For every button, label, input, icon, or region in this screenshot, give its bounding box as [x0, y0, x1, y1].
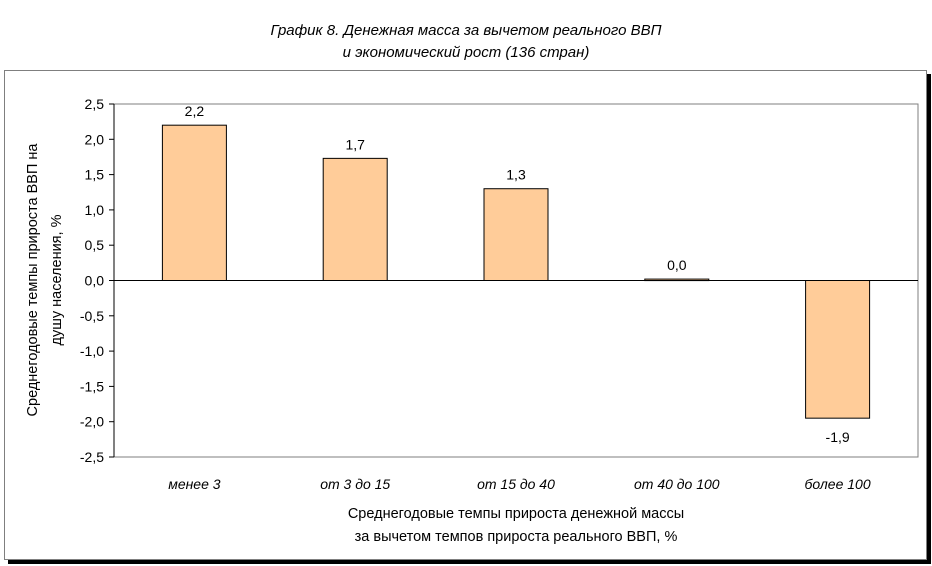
y-tick-label: 1,5 — [85, 167, 105, 183]
chart-title: График 8. Денежная масса за вычетом реал… — [0, 20, 932, 64]
bar — [161, 124, 227, 282]
data-label: 1,3 — [506, 167, 526, 183]
y-axis-ticks: 2,5 2,0 1,5 1,0 0,5 0,0 -0,5 -1,0 -1,5 -2,0 -2,5 — [80, 96, 114, 465]
y-tick-label: 1,0 — [85, 202, 105, 218]
x-axis-categories: менее 3 от 3 до 15 от 15 до 40 от 40 до 100… — [168, 476, 871, 492]
y-axis-title-line1: Среднегодовые темпы прироста ВВП на — [25, 143, 41, 417]
y-axis-title-line2: душу населения, % — [49, 214, 65, 345]
y-tick-label: 0,5 — [85, 237, 105, 253]
data-label: 1,7 — [345, 136, 365, 152]
y-tick-label: -0,5 — [80, 308, 104, 324]
y-tick-label: -2,5 — [80, 449, 104, 465]
bar — [322, 157, 388, 281]
y-tick-label: 2,0 — [85, 131, 105, 147]
x-axis-title-line1: Среднегодовые темпы прироста денежной ма… — [348, 506, 684, 522]
y-tick-label: -2,0 — [80, 414, 104, 430]
data-label: -1,9 — [826, 429, 850, 445]
x-category-label: более 100 — [805, 476, 871, 492]
x-category-label: от 3 до 15 — [320, 476, 390, 492]
bars-group — [161, 124, 871, 419]
bar — [805, 280, 871, 419]
data-labels: 2,2 1,7 1,3 0,0 -1,9 — [185, 103, 850, 445]
y-tick-label: -1,5 — [80, 378, 104, 394]
y-tick-label: 0,0 — [85, 273, 105, 289]
data-label: 2,2 — [185, 103, 205, 119]
y-axis-title: Среднегодовые темпы прироста ВВП на душу… — [25, 143, 65, 417]
x-category-label: от 15 до 40 — [477, 476, 555, 492]
x-category-label: менее 3 — [168, 476, 221, 492]
chart-title-line1: График 8. Денежная масса за вычетом реал… — [270, 22, 662, 39]
y-tick-label: -1,0 — [80, 343, 104, 359]
y-tick-label: 2,5 — [85, 96, 105, 112]
chart-title-line2: и экономический рост (136 стран) — [342, 44, 590, 61]
bar — [483, 188, 549, 281]
x-category-label: от 40 до 100 — [634, 476, 720, 492]
x-axis-title-line2: за вычетом темпов прироста реального ВВП… — [355, 529, 678, 545]
data-label: 0,0 — [667, 257, 687, 273]
